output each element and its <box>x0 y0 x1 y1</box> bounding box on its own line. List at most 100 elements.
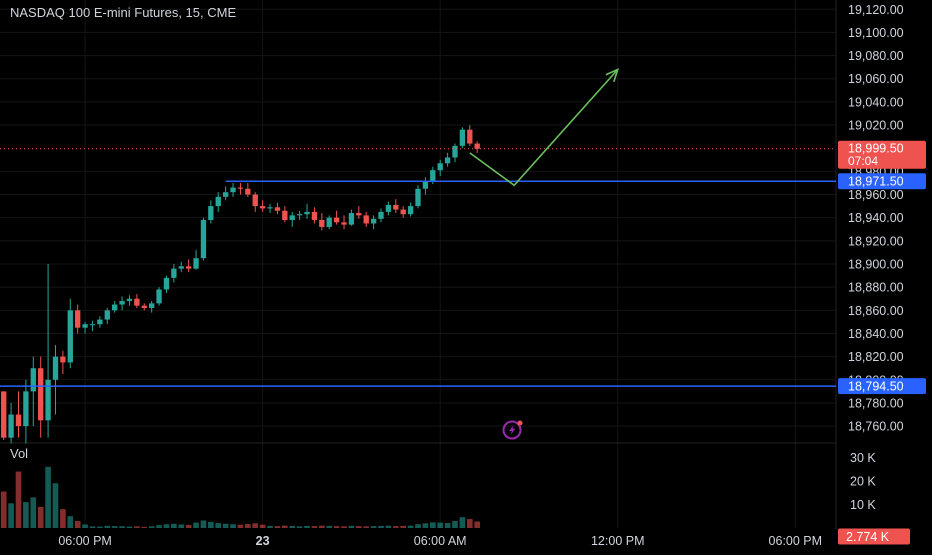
projection-line <box>469 68 619 187</box>
volume-bar <box>89 526 96 528</box>
volume-bar <box>296 526 303 528</box>
volume-bar <box>163 524 170 528</box>
time-tick-label: 06:00 PM <box>769 534 823 548</box>
candle-body <box>215 196 221 207</box>
candle-body <box>326 217 332 227</box>
candle-body <box>237 187 244 189</box>
volume-label: Vol <box>10 446 28 461</box>
volume-bar <box>348 525 355 528</box>
volume-bar <box>466 519 473 528</box>
volume-bars <box>0 466 480 528</box>
volume-bar <box>452 520 458 528</box>
candle-body <box>430 170 436 181</box>
level-upper-label: 18,971.50 <box>848 175 904 189</box>
price-tick-label: 19,020.00 <box>848 119 904 133</box>
volume-bar <box>45 466 51 528</box>
candle-body <box>259 206 266 209</box>
volume-bar <box>289 525 296 528</box>
volume-bar <box>15 471 22 528</box>
price-candles <box>1 125 480 444</box>
candle-body <box>452 145 458 158</box>
candle-body <box>333 217 340 223</box>
volume-bar <box>363 526 370 528</box>
candle-body <box>296 214 303 216</box>
candle-body <box>141 305 147 308</box>
price-tick-label: 18,920.00 <box>848 234 904 248</box>
volume-bar <box>319 525 325 528</box>
candle-body <box>178 266 184 269</box>
countdown-label: 07:04 <box>848 154 878 168</box>
last-price-label: 18,999.50 <box>848 141 904 155</box>
candle-body <box>378 211 384 219</box>
price-tick-label: 18,940.00 <box>848 211 904 225</box>
volume-bar <box>274 526 281 528</box>
volume-bar <box>200 520 207 528</box>
candle-body <box>422 180 429 189</box>
candle-body <box>252 194 258 207</box>
candle-body <box>370 218 377 224</box>
price-tick-label: 18,760.00 <box>848 420 904 434</box>
volume-bar <box>437 522 444 528</box>
volume-bar <box>400 525 407 528</box>
time-tick-label: 12:00 PM <box>591 534 645 548</box>
volume-bar <box>141 526 148 528</box>
volume-bar <box>0 491 7 528</box>
price-tick-label: 19,120.00 <box>848 3 904 17</box>
volume-bar <box>82 524 88 528</box>
candle-body <box>348 213 355 225</box>
volume-bar <box>259 524 266 528</box>
volume-bar <box>148 526 155 528</box>
alert-icon-bolt <box>509 425 516 435</box>
candle-body <box>112 304 118 311</box>
projection-drawing[interactable] <box>469 68 620 187</box>
candle-body <box>385 204 392 212</box>
volume-last-label: 2.774 K <box>846 530 890 544</box>
volume-bar <box>378 525 384 528</box>
lightning-alert-icon[interactable] <box>502 420 523 440</box>
time-tick-label: 06:00 AM <box>414 534 467 548</box>
volume-bar <box>304 525 310 528</box>
chart-title: NASDAQ 100 E-mini Futures, 15, CME <box>10 5 236 20</box>
candle-body <box>474 143 480 149</box>
candle-body <box>15 414 22 427</box>
candle-body <box>1 391 7 438</box>
candle-body <box>185 266 192 269</box>
candle-body <box>444 157 451 164</box>
price-tick-label: 19,080.00 <box>848 49 904 63</box>
candle-body <box>89 324 96 326</box>
price-tick-label: 19,040.00 <box>848 95 904 109</box>
volume-bar <box>52 483 59 528</box>
volume-bar <box>459 517 466 528</box>
volume-bar <box>474 521 480 528</box>
volume-bar <box>333 526 340 528</box>
volume-bar <box>60 509 66 528</box>
candle-body <box>75 310 81 328</box>
price-tick-label: 19,100.00 <box>848 26 904 40</box>
price-tick-label: 18,820.00 <box>848 350 904 364</box>
candle-body <box>267 207 273 209</box>
candle-body <box>341 222 347 225</box>
time-axis[interactable]: 06:00 PM 23 06:00 AM 12:00 PM 06:00 PM <box>58 534 822 548</box>
candle-body <box>149 303 155 308</box>
volume-bar <box>97 526 103 528</box>
candle-body <box>222 192 229 197</box>
candle-body <box>208 206 214 220</box>
volume-bar <box>392 526 399 528</box>
volume-bar <box>444 523 451 528</box>
horizontal-levels[interactable] <box>0 148 836 387</box>
candle-body <box>97 319 103 325</box>
volume-bar <box>104 525 111 528</box>
candle-body <box>200 220 207 259</box>
volume-bar <box>422 523 429 528</box>
candle-body <box>119 301 125 305</box>
candle-body <box>437 163 443 171</box>
candle-body <box>38 368 44 421</box>
volume-bar <box>37 506 44 528</box>
volume-bar <box>8 503 14 528</box>
volume-bar <box>185 524 192 528</box>
volume-bar <box>237 524 244 528</box>
